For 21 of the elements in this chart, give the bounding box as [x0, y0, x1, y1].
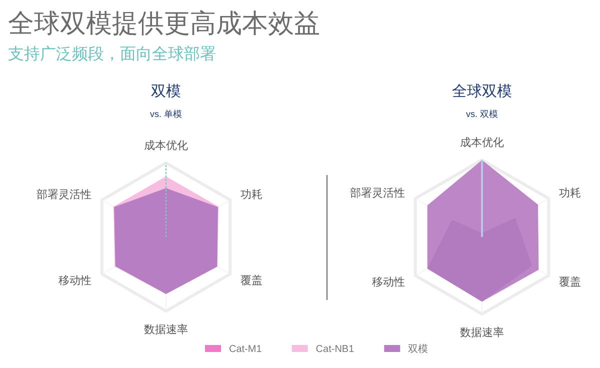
text: vs. 双模	[466, 109, 498, 119]
spoke-label: 成本优化	[144, 139, 188, 152]
spoke-label: 部署灵活性	[36, 188, 92, 201]
spoke-label: 部署灵活性	[350, 186, 405, 200]
text: 双模	[151, 83, 181, 100]
spoke-label: 数据速率	[144, 323, 188, 336]
spoke-label: 覆盖	[559, 276, 582, 288]
legend-label: 双模	[408, 343, 428, 355]
legend-label: Cat-NB1	[316, 344, 355, 355]
chart-title: 全球双模提供更高成本效益	[8, 8, 320, 38]
spoke-label: 移动性	[372, 276, 405, 288]
spoke-label: 移动性	[58, 275, 92, 287]
text: vs. 单模	[150, 109, 182, 119]
spoke-label: 数据速率	[460, 326, 504, 339]
legend-label: Cat-M1	[229, 344, 262, 355]
chart-subtitle: 支持广泛频段，面向全球部署	[8, 45, 216, 63]
spoke-label: 成本优化	[460, 136, 504, 149]
spoke-label: 功耗	[240, 188, 262, 201]
text: 全球双模	[452, 83, 512, 100]
spoke-label: 功耗	[559, 186, 582, 200]
spoke-label: 覆盖	[240, 274, 262, 287]
